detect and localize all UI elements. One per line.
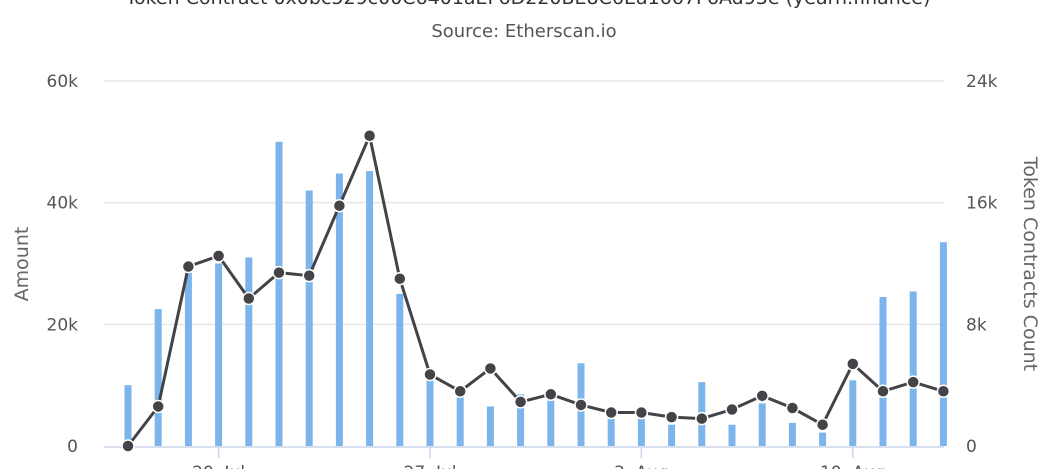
chart-subtitle: Source: Etherscan.io	[431, 21, 616, 42]
bar	[909, 291, 917, 446]
line-point	[242, 291, 256, 306]
bar	[758, 403, 766, 446]
line-series	[126, 130, 944, 447]
line-point	[302, 268, 316, 283]
line-point	[876, 384, 890, 398]
line-point	[181, 259, 196, 274]
gridlines	[104, 80, 944, 326]
left-axis-title: Amount	[11, 227, 33, 302]
bar	[275, 141, 283, 447]
right-tick-label: 0	[966, 437, 977, 457]
bar	[154, 309, 162, 446]
line-point	[393, 271, 407, 286]
line-point	[121, 439, 135, 453]
x-tick-label: 3. Aug	[614, 463, 669, 469]
bar	[849, 380, 857, 446]
x-axis: 20. Jul 27. Jul 3. Aug 10. Aug	[104, 446, 944, 469]
line-point	[695, 411, 709, 426]
left-tick-label: 60k	[47, 72, 79, 92]
line-point	[513, 395, 528, 409]
bar	[517, 394, 525, 446]
bar	[939, 242, 947, 446]
bar	[184, 272, 192, 446]
line-point	[634, 405, 649, 420]
right-axis-ticks: 0 8k 16k 24k	[966, 72, 998, 457]
line-point	[211, 249, 226, 263]
bar	[547, 400, 555, 446]
bar	[456, 397, 464, 446]
line-point	[423, 367, 437, 382]
line-point	[483, 361, 498, 376]
line-point	[755, 389, 769, 403]
line-point	[453, 384, 467, 398]
bar	[215, 263, 223, 446]
line-point	[936, 384, 951, 398]
chart-title: Token Contract 0x0bc529c00C6401aEF6D220B…	[125, 0, 931, 9]
right-tick-label: 24k	[966, 72, 998, 92]
left-tick-label: 20k	[47, 315, 79, 335]
bar	[788, 422, 796, 446]
line-point	[846, 357, 860, 371]
bar	[607, 418, 615, 446]
bar	[728, 424, 736, 446]
bar	[366, 171, 374, 447]
line-point	[151, 399, 165, 414]
left-tick-label: 40k	[47, 194, 79, 214]
bar	[396, 293, 404, 446]
line-point	[604, 405, 618, 420]
bar	[486, 406, 494, 446]
line-point	[272, 265, 286, 280]
bar	[426, 379, 434, 446]
bar	[879, 296, 887, 446]
line-points	[121, 129, 951, 453]
right-axis-title: Token Contracts Count	[1019, 156, 1041, 371]
line-point	[906, 375, 920, 389]
left-tick-label: 0	[67, 437, 78, 457]
bar-series	[124, 141, 947, 447]
bar	[335, 173, 343, 446]
line-point	[785, 401, 800, 415]
line-point	[362, 129, 377, 143]
right-tick-label: 8k	[966, 315, 987, 335]
line-point	[332, 198, 347, 213]
left-axis-ticks: 0 20k 40k 60k	[47, 72, 79, 457]
bar	[245, 257, 253, 446]
line-point	[544, 387, 558, 402]
line-point	[664, 410, 679, 424]
x-tick-label: 10. Aug	[820, 463, 886, 469]
line-point	[725, 402, 739, 417]
bar	[668, 424, 676, 446]
right-tick-label: 16k	[966, 194, 998, 214]
line-point	[815, 417, 830, 432]
bar	[124, 385, 132, 446]
bar	[305, 190, 313, 446]
bar	[819, 432, 827, 446]
line-point	[574, 398, 588, 412]
x-tick-label: 27. Jul	[404, 463, 457, 469]
bar	[637, 418, 645, 446]
x-tick-label: 20. Jul	[192, 463, 245, 469]
